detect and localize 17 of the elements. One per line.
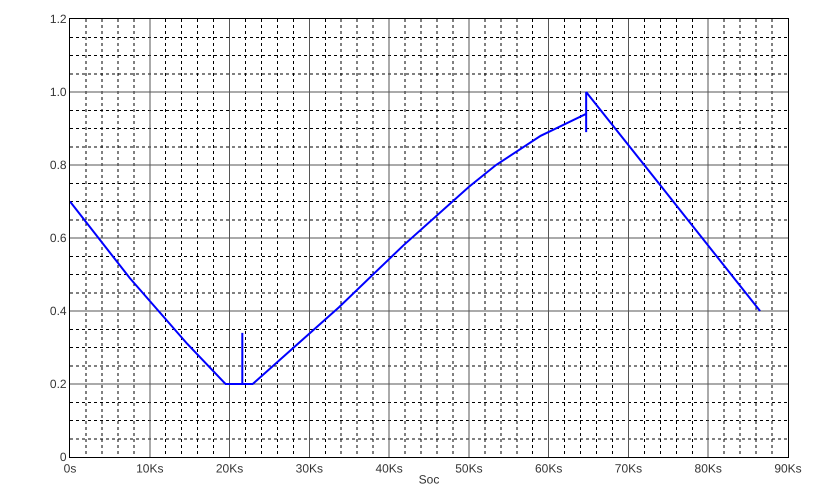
y-tick-label: 1.2 <box>50 12 67 26</box>
y-tick-label: 1.0 <box>50 85 67 100</box>
x-tick-label: 30Ks <box>296 461 324 476</box>
x-tick-label: 60Ks <box>534 461 562 476</box>
x-tick-label: 90Ks <box>774 461 802 476</box>
x-axis-title: Soc <box>418 472 440 486</box>
x-tick-label: 70Ks <box>614 461 642 476</box>
x-tick-label: 80Ks <box>694 461 722 476</box>
y-tick-label: 0.8 <box>50 158 67 172</box>
x-tick-label: 50Ks <box>455 461 483 476</box>
line-series <box>70 91 762 385</box>
y-tick-label: 0.2 <box>50 377 67 392</box>
y-tick-label: 0.6 <box>50 231 67 246</box>
x-tick-label: 10Ks <box>136 461 164 476</box>
x-tick-label: 40Ks <box>375 461 403 476</box>
y-tick-label: 0.4 <box>50 304 67 318</box>
x-tick-label: 20Ks <box>216 461 244 476</box>
